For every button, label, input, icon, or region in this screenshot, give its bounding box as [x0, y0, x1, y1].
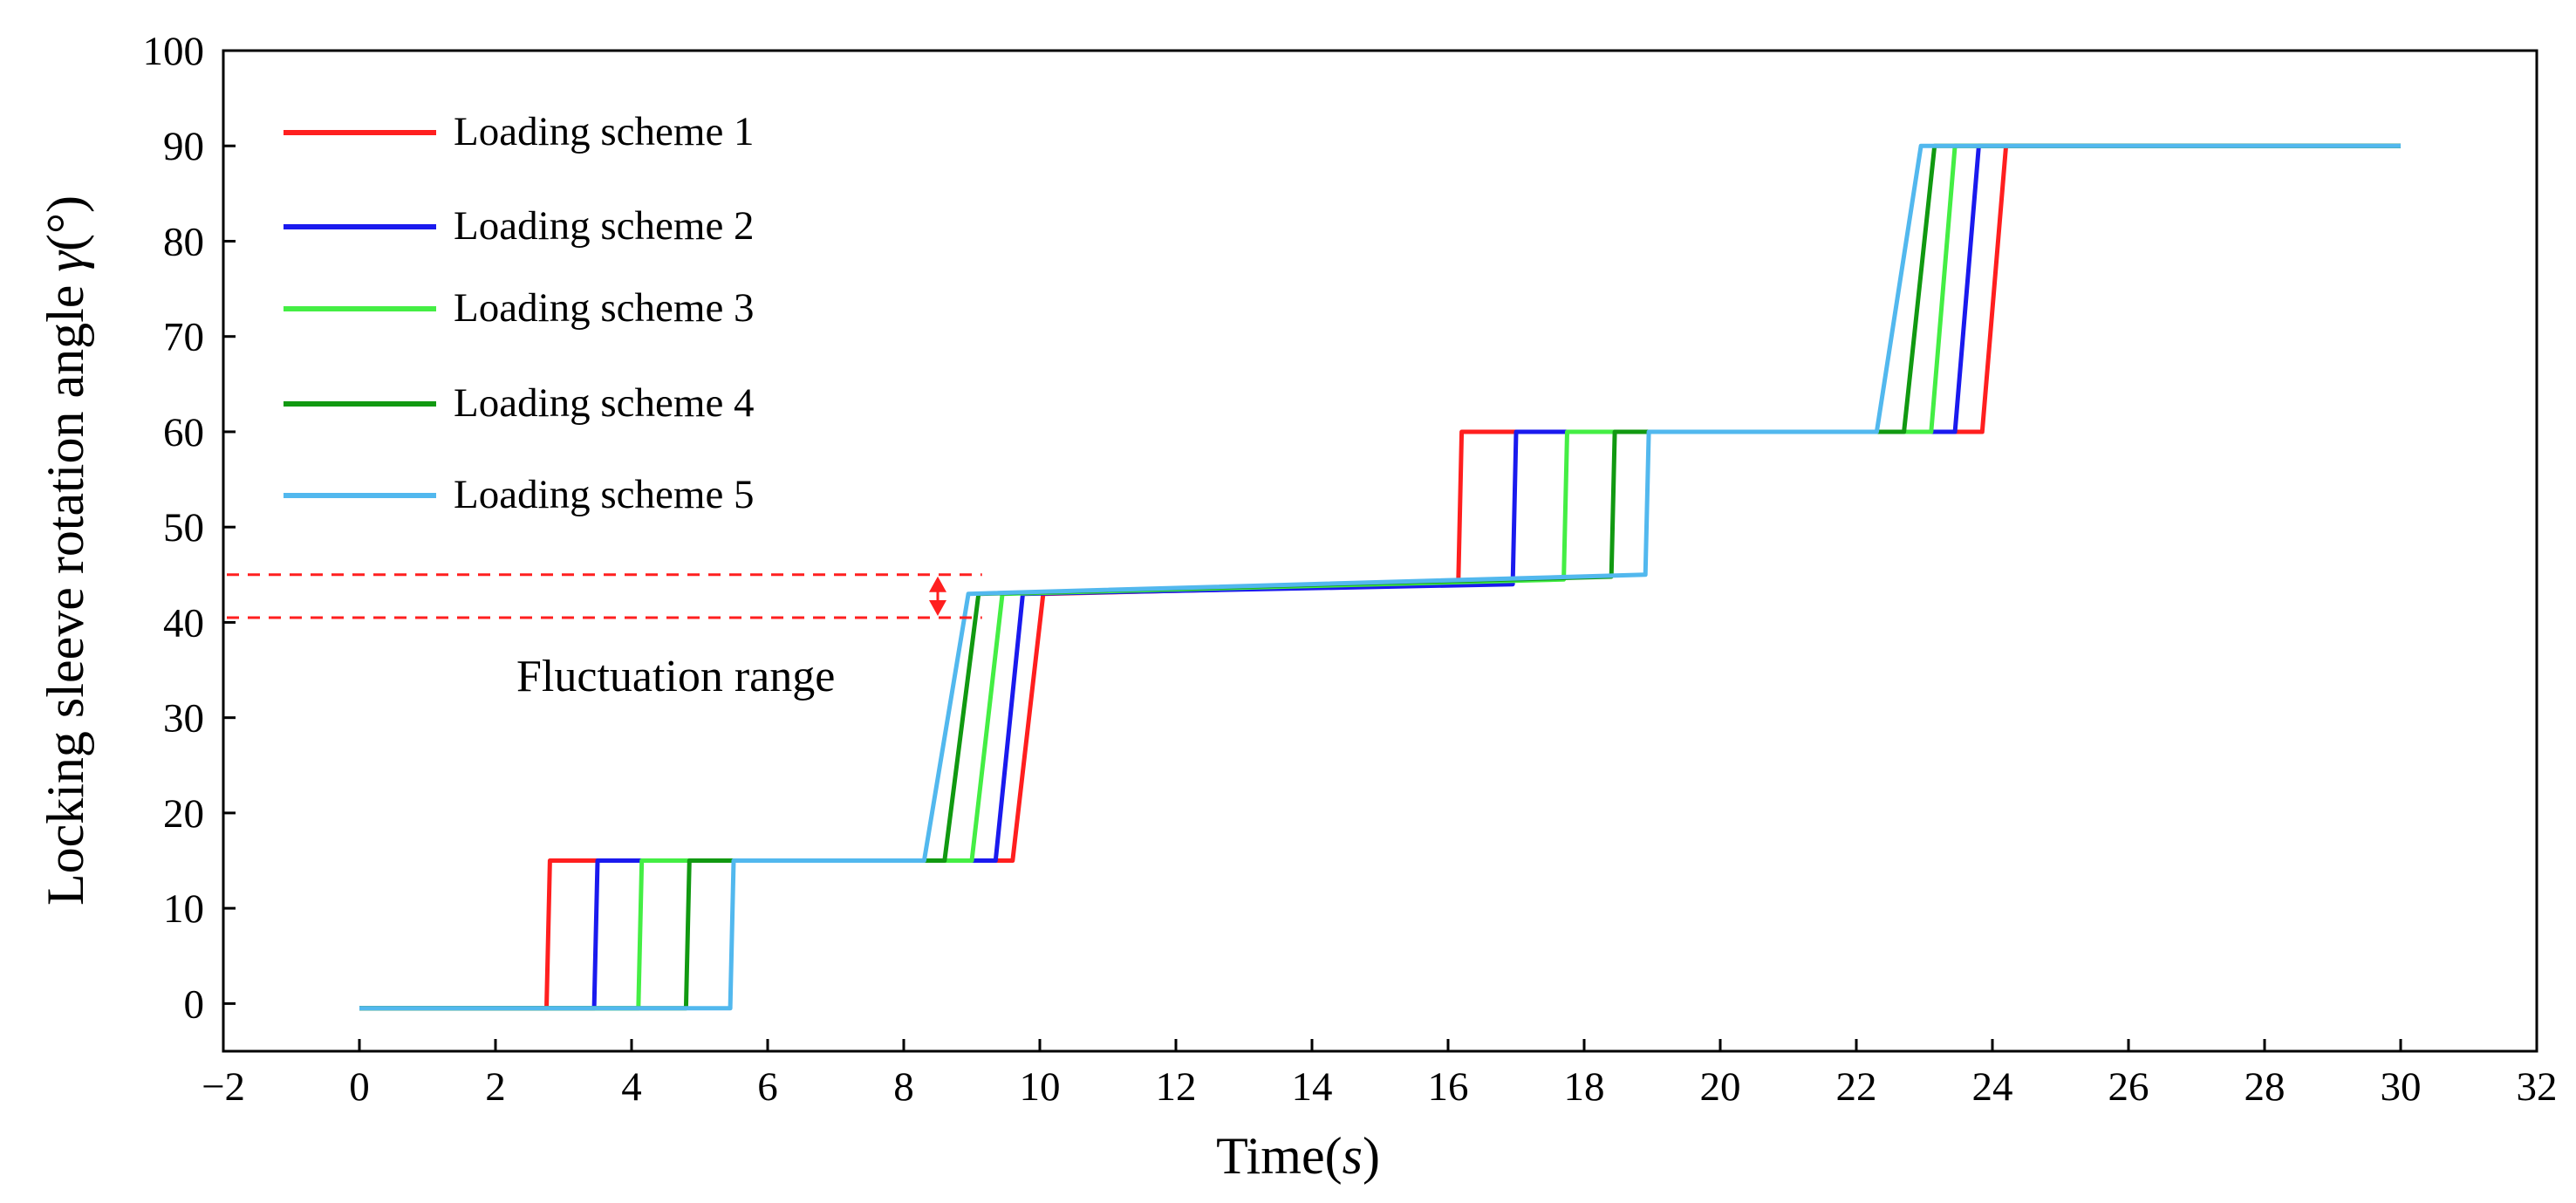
- x-tick-label: 20: [1700, 1064, 1741, 1110]
- x-tick-label: 4: [621, 1064, 642, 1110]
- fluctuation-range-label: Fluctuation range: [516, 652, 835, 701]
- legend-label-3: Loading scheme 3: [454, 285, 755, 331]
- x-tick-label: 28: [2245, 1064, 2286, 1110]
- x-tick-label: 10: [1020, 1064, 1061, 1110]
- fluctuation-annotation: Fluctuation range: [227, 573, 982, 701]
- series-line-loading-scheme-5: [359, 143, 2401, 1011]
- y-tick-label: 50: [163, 505, 204, 550]
- legend: Loading scheme 1 Loading scheme 2 Loading …: [284, 109, 755, 517]
- x-tick-label: 0: [349, 1064, 370, 1110]
- y-tick-label: 30: [163, 696, 204, 742]
- legend-label-2: Loading scheme 2: [454, 203, 755, 249]
- legend-label-1: Loading scheme 1: [454, 109, 755, 154]
- series-line-loading-scheme-2: [359, 143, 2401, 1011]
- x-axis-title: Time(s): [1216, 1127, 1380, 1185]
- x-tick-label: 8: [893, 1064, 914, 1110]
- x-tick-label: 26: [2108, 1064, 2149, 1110]
- x-tick-label: 14: [1292, 1064, 1333, 1110]
- y-axis: 0 10 20 30 40 50 60 70 80 90 100: [143, 29, 236, 1027]
- legend-label-5: Loading scheme 5: [454, 472, 755, 517]
- x-axis: −2 0 2 4 6 8 10 12 14 16 18 20 22 24 26 28 30 32: [202, 1039, 2558, 1110]
- x-tick-label: 30: [2381, 1064, 2422, 1110]
- y-tick-label: 0: [184, 981, 205, 1027]
- y-tick-label: 80: [163, 219, 204, 264]
- y-tick-label: 70: [163, 315, 204, 360]
- x-tick-label: −2: [202, 1064, 245, 1110]
- series-line-loading-scheme-4: [359, 143, 2401, 1011]
- x-tick-label: 16: [1428, 1064, 1469, 1110]
- series-line-loading-scheme-1: [359, 143, 2401, 1011]
- x-tick-label: 24: [1972, 1064, 2013, 1110]
- x-tick-label: 22: [1836, 1064, 1877, 1110]
- series-line-loading-scheme-3: [359, 143, 2401, 1011]
- legend-label-4: Loading scheme 4: [454, 380, 755, 426]
- x-tick-label: 6: [757, 1064, 778, 1110]
- y-tick-label: 100: [143, 29, 205, 74]
- y-tick-label: 20: [163, 791, 204, 837]
- y-tick-label: 40: [163, 600, 204, 646]
- fluctuation-arrow-head-down: [929, 599, 946, 616]
- x-tick-label: 12: [1156, 1064, 1197, 1110]
- y-axis-title: Locking sleeve rotation angle γ(°): [37, 195, 94, 906]
- y-tick-label: 60: [163, 410, 204, 455]
- y-tick-label: 10: [163, 886, 204, 932]
- fluctuation-arrow-head-up: [929, 576, 946, 592]
- x-tick-label: 18: [1564, 1064, 1605, 1110]
- series-layer: [359, 143, 2401, 1011]
- x-tick-label: 2: [485, 1064, 506, 1110]
- plot-frame: [222, 49, 2538, 1053]
- y-tick-label: 90: [163, 124, 204, 169]
- x-tick-label: 32: [2517, 1064, 2558, 1110]
